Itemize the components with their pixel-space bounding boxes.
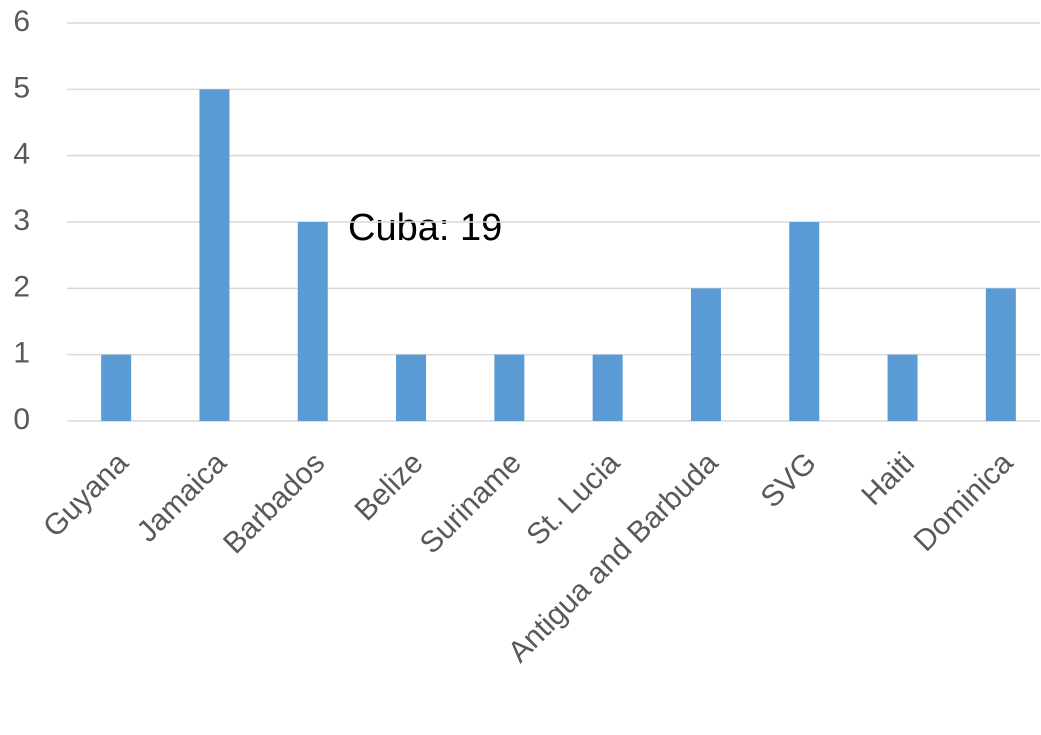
x-tick-label: SVG [755, 446, 823, 514]
x-tick-label: Haiti [855, 446, 921, 512]
x-tick-label: Suriname [414, 446, 528, 560]
bar [199, 89, 230, 421]
y-tick-label: 2 [13, 270, 30, 303]
bar [101, 354, 132, 421]
annotation: Cuba: 19 [348, 207, 502, 249]
y-tick-label: 3 [13, 204, 30, 237]
bar [297, 222, 328, 421]
y-tick-label: 1 [13, 337, 30, 370]
x-tick-label: Guyana [37, 446, 135, 544]
x-tick-label: Dominica [908, 446, 1020, 558]
x-tick-label: Belize [348, 446, 429, 527]
bar [789, 222, 820, 421]
x-tick-label: Barbados [217, 446, 331, 560]
y-tick-label: 5 [13, 71, 30, 104]
y-tick-label: 0 [13, 403, 30, 436]
bar [592, 354, 623, 421]
bar [690, 288, 721, 421]
x-tick-label: Jamaica [131, 446, 234, 549]
bar [494, 354, 525, 421]
bar [887, 354, 918, 421]
bar [985, 288, 1016, 421]
bar [396, 354, 427, 421]
y-tick-label: 6 [13, 5, 30, 38]
y-tick-label: 4 [13, 138, 30, 171]
